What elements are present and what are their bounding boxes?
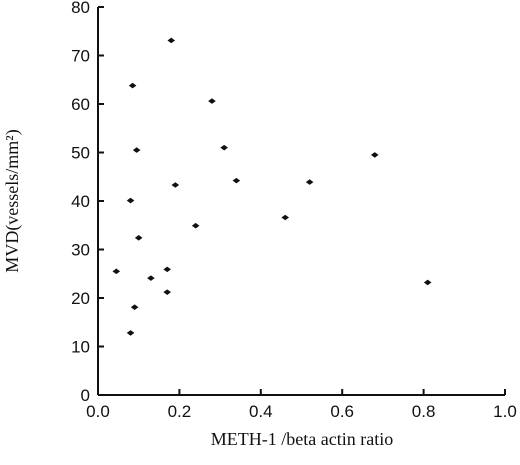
data-point [232,177,241,184]
x-ticks: 0.0 0.2 0.4 0.6 0.8 1.0 [86,389,517,421]
data-point [171,182,180,188]
data-point [126,330,135,336]
y-axis-label: MVD(vessels/mm²) [2,129,23,272]
x-tick-label: 0.0 [86,402,110,421]
data-point [370,152,379,158]
y-ticks: 0 10 20 30 40 50 60 70 80 [71,0,104,405]
y-tick-label: 40 [71,192,90,211]
x-axis-label: METH-1 /beta actin ratio [211,429,393,449]
data-point [128,82,137,89]
y-tick-label: 50 [71,144,90,163]
x-tick-label: 0.2 [168,402,192,421]
data-points [112,37,432,336]
x-tick-label: 1.0 [493,402,517,421]
data-point [220,144,228,151]
data-point [134,235,143,241]
y-tick-label: 80 [71,0,90,17]
data-point [130,304,139,311]
data-point [163,266,171,273]
data-point [163,289,171,295]
y-tick-label: 30 [71,241,90,260]
data-point [305,179,314,185]
axes [97,7,505,396]
data-point [126,197,135,204]
y-tick-label: 20 [71,289,90,308]
y-tick-label: 70 [71,47,90,66]
y-tick-label: 10 [71,338,90,357]
x-tick-label: 0.4 [249,402,273,421]
data-point [208,98,216,104]
y-tick-label: 0 [81,386,90,405]
x-tick-label: 0.8 [412,402,436,421]
y-tick-label: 60 [71,95,90,114]
x-tick-label: 0.6 [330,402,354,421]
data-point [191,222,200,229]
data-point [112,268,121,275]
data-point [132,147,141,153]
data-point [423,279,432,286]
data-point [281,214,290,221]
data-point [147,275,155,281]
data-point [167,37,176,44]
